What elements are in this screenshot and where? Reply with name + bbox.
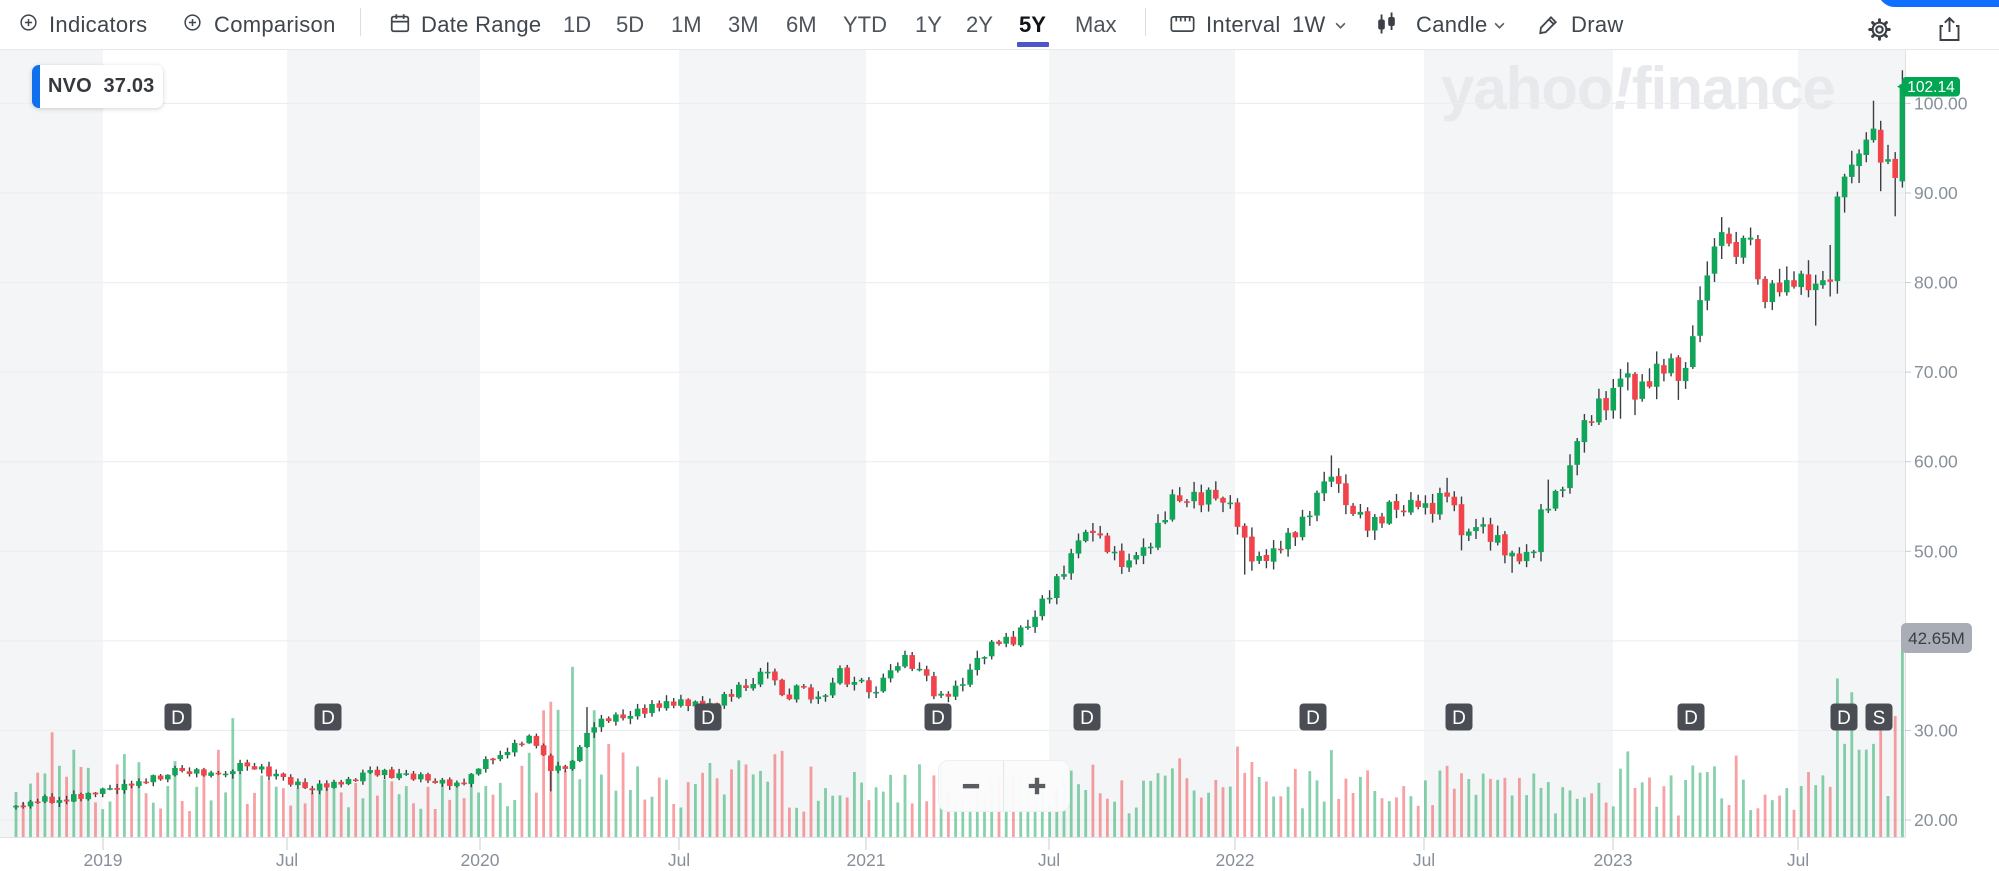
svg-text:D: D: [1452, 708, 1466, 729]
svg-text:D: D: [171, 708, 185, 729]
svg-text:D: D: [1306, 708, 1320, 729]
svg-text:D: D: [1080, 708, 1094, 729]
svg-text:D: D: [931, 708, 945, 729]
svg-text:2022: 2022: [1216, 850, 1255, 870]
svg-text:90.00: 90.00: [1914, 183, 1958, 203]
svg-text:50.00: 50.00: [1914, 541, 1958, 561]
svg-text:80.00: 80.00: [1914, 273, 1958, 293]
svg-text:2023: 2023: [1594, 850, 1633, 870]
svg-text:102.14: 102.14: [1907, 79, 1955, 96]
svg-text:D: D: [701, 708, 715, 729]
svg-text:2019: 2019: [84, 850, 123, 870]
svg-text:D: D: [1837, 708, 1851, 729]
svg-text:Jul: Jul: [1787, 850, 1809, 870]
svg-text:2020: 2020: [461, 850, 500, 870]
svg-text:yahoo!finance: yahoo!finance: [1441, 55, 1835, 122]
svg-text:2021: 2021: [847, 850, 886, 870]
svg-text:20.00: 20.00: [1914, 810, 1958, 830]
svg-text:Jul: Jul: [276, 850, 298, 870]
svg-text:42.65M: 42.65M: [1908, 629, 1965, 648]
svg-text:D: D: [1684, 708, 1698, 729]
svg-text:30.00: 30.00: [1914, 720, 1958, 740]
svg-text:Jul: Jul: [1413, 850, 1435, 870]
svg-text:S: S: [1873, 708, 1886, 729]
svg-text:Jul: Jul: [668, 850, 690, 870]
svg-text:D: D: [321, 708, 335, 729]
svg-text:60.00: 60.00: [1914, 452, 1958, 472]
svg-text:Jul: Jul: [1038, 850, 1060, 870]
svg-text:100.00: 100.00: [1914, 93, 1968, 113]
svg-text:70.00: 70.00: [1914, 362, 1958, 382]
